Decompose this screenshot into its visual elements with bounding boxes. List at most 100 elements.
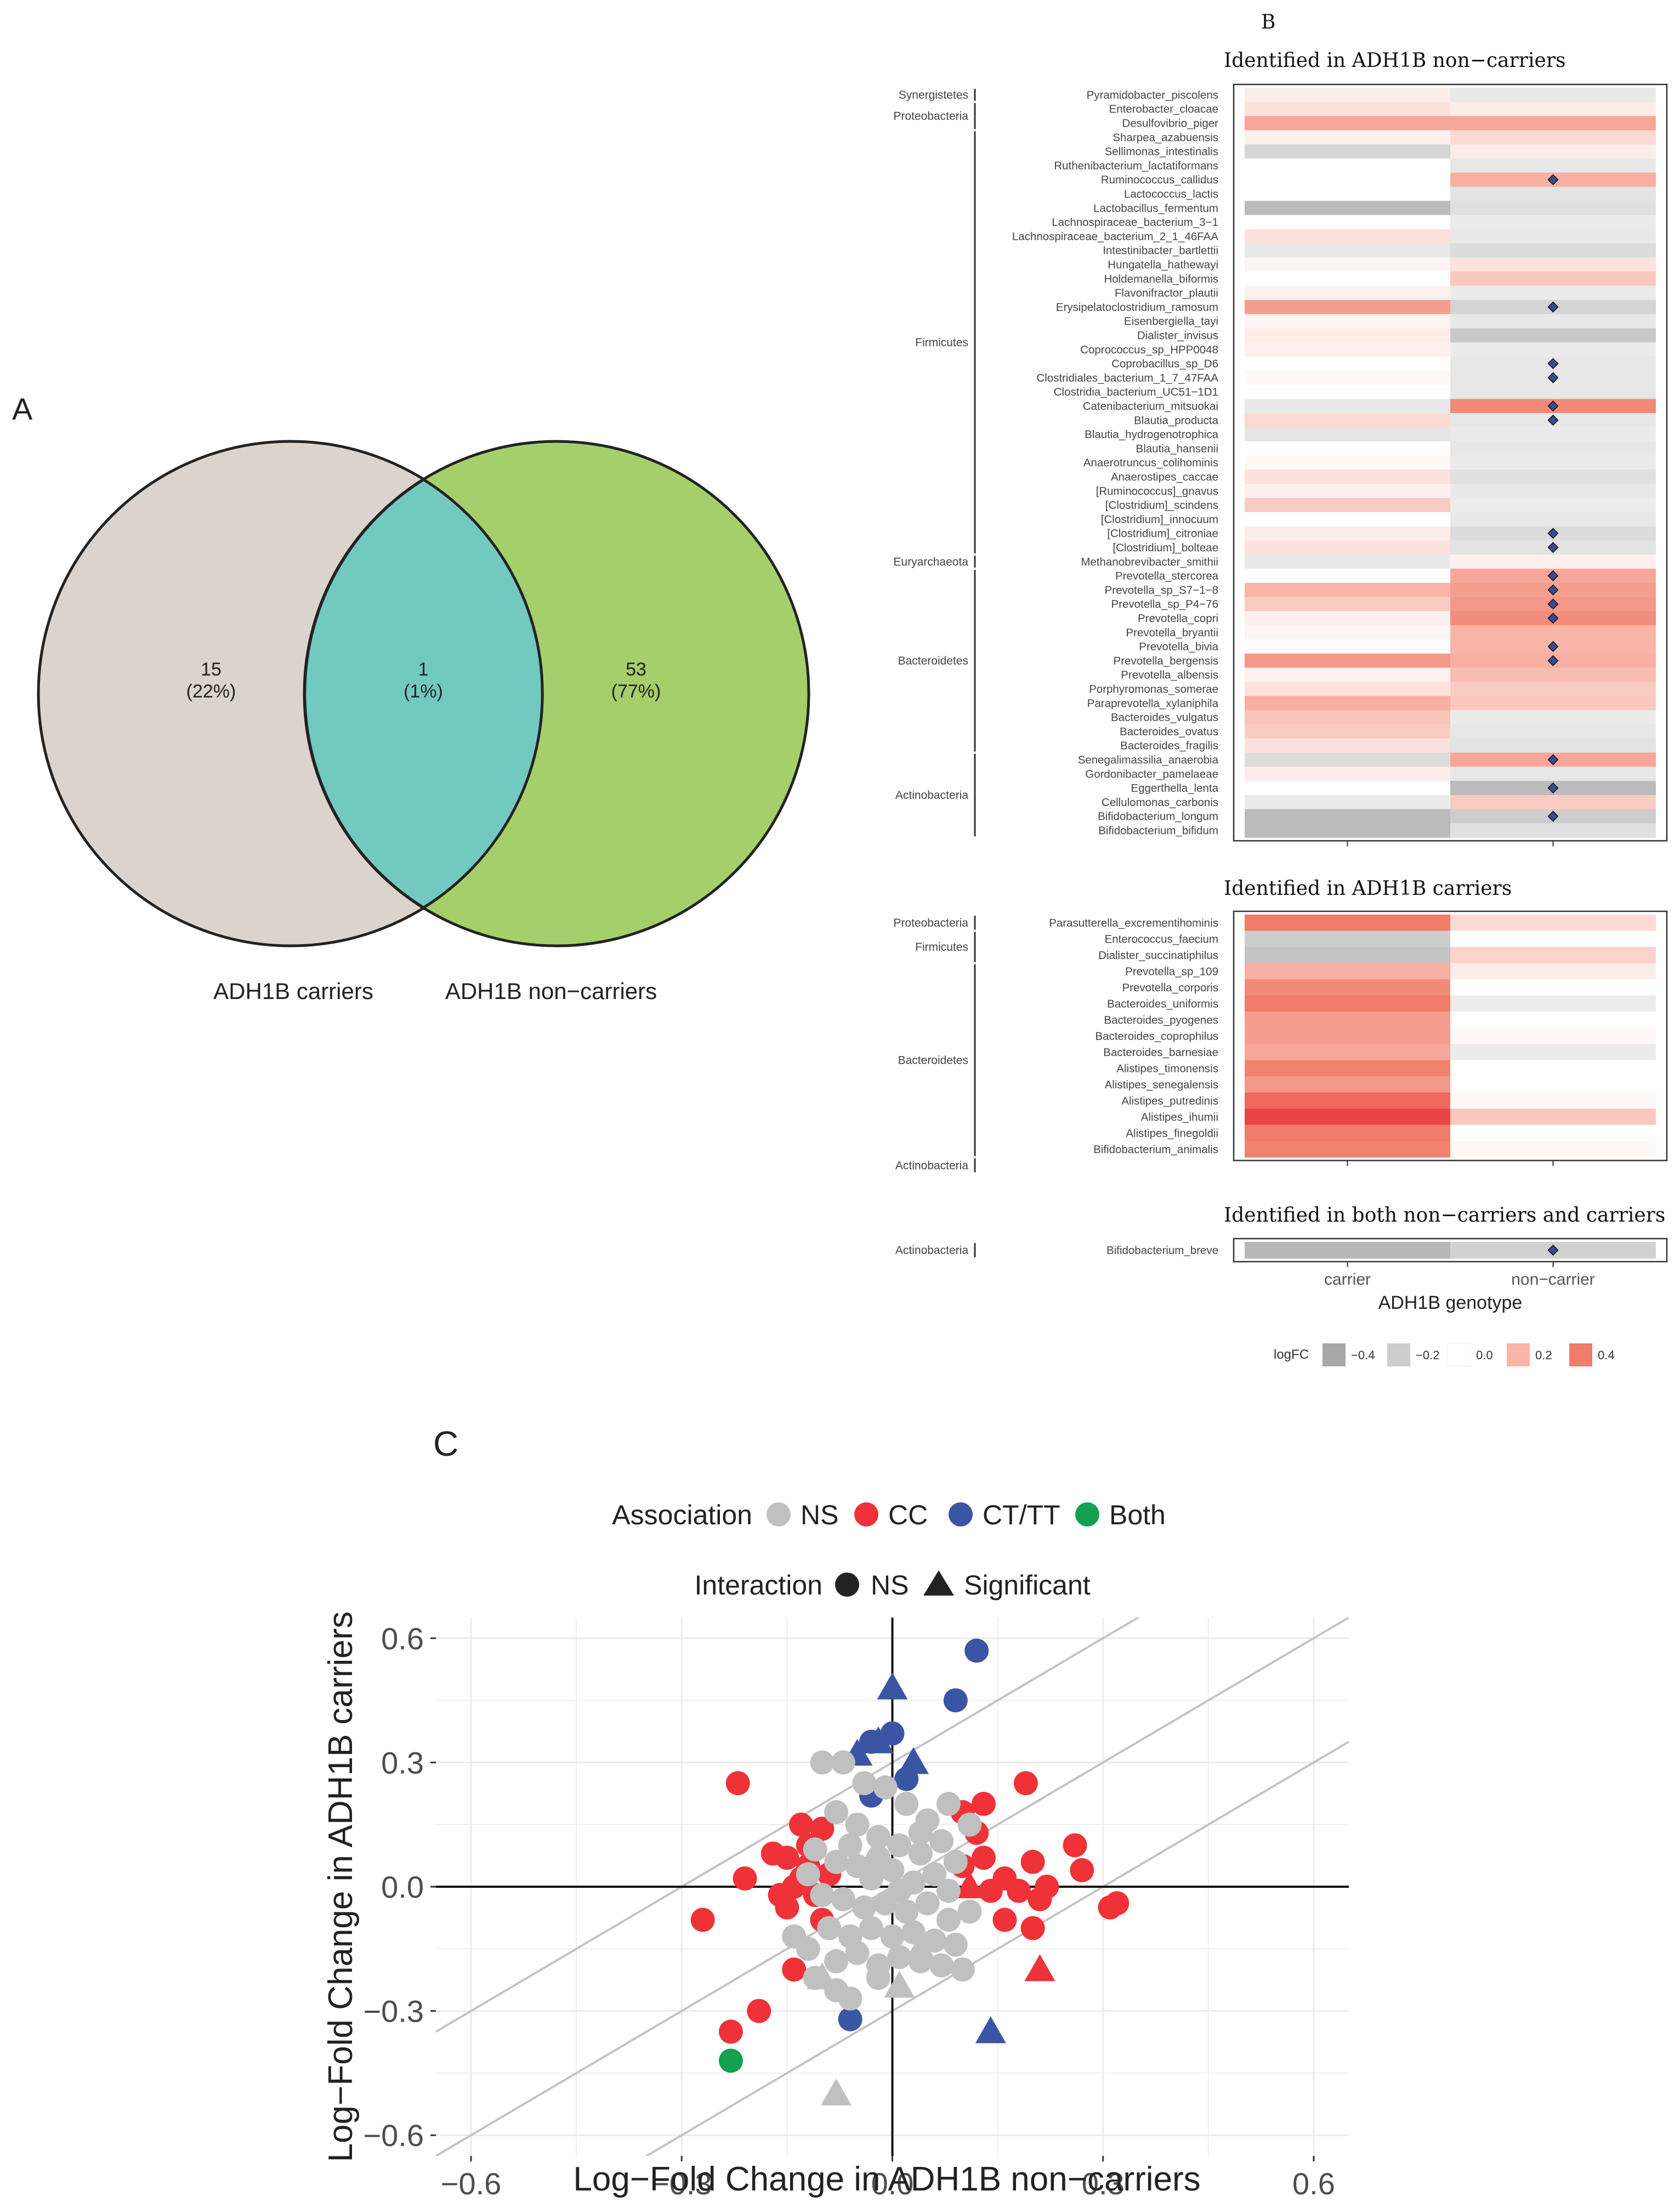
significance-diamond-icon [1547,810,1559,822]
heatmap-cell-carrier [1245,286,1450,300]
significance-diamond-icon [1547,372,1559,383]
heatmap-cell-noncarrier [1450,1012,1656,1028]
legend-title: logFC [1274,1347,1309,1362]
point-circle-cc [789,1812,813,1837]
heatmap-cell-noncarrier [1450,215,1656,230]
heatmap-panel-title: Identified in both non−carriers and carr… [1224,1204,1665,1227]
row-label-lachnospiraceae-bacterium-2-1-46faa: Lachnospiraceae_bacterium_2_1_46FAA [1012,230,1218,243]
legend-tick-4: 0.4 [1598,1348,1615,1362]
point-circle-ns [887,1945,912,1970]
heatmap-cell-noncarrier [1450,1028,1656,1045]
point-circle-ns [824,1949,849,1973]
legend-swatch-ns [767,1502,791,1526]
point-circle-ns [936,1791,961,1816]
row-label-blautia-hydrogenotrophica: Blautia_hydrogenotrophica [1085,428,1218,441]
point-circle-ns [831,1887,855,1911]
row-label-eisenbergiella-tayi: Eisenbergiella_tayi [1124,315,1218,328]
row-label-porphyromonas-somerae: Porphyromonas_somerae [1089,683,1218,696]
x-tick-label: 0.0 [871,2166,914,2199]
row-label-alistipes-timonensis: Alistipes_timonensis [1116,1062,1218,1075]
heatmap-cell-carrier [1245,654,1450,668]
row-label-eggerthella-lenta: Eggerthella_lenta [1131,782,1218,794]
heatmap-cell-noncarrier [1450,1060,1656,1077]
row-label-paraprevotella-xylaniphila: Paraprevotella_xylaniphila [1087,697,1219,710]
venn-diagram: A 15 (22%) 1 (1%) 53 (77%) ADH1B carrier… [12,391,810,1004]
legend-tick-2: 0.0 [1476,1348,1493,1362]
heatmap-cell-carrier [1245,823,1450,838]
heatmap-panel-border [1233,910,1668,1161]
heatmap-cell-carrier [1245,1028,1450,1045]
x-tick-label: 0.3 [1082,2166,1125,2199]
venn-carriers-label: ADH1B carriers [213,978,373,1004]
point-circle-ns [915,1891,940,1916]
point-circle-cc [972,1791,996,1816]
significance-diamond-icon [1547,612,1559,624]
heatmap-cell-carrier [1245,328,1450,343]
point-circle-ns [887,1833,912,1858]
row-label-dialister-succinatiphilus: Dialister_succinatiphilus [1098,949,1218,962]
legend-label-both: Both [1109,1500,1166,1530]
heatmap-cell-carrier [1245,1109,1450,1125]
row-label-anaerostipes-caccae: Anaerostipes_caccae [1111,471,1218,484]
point-circle-cc [768,1883,792,1908]
point-circle-ct-tt [838,2007,862,2031]
point-circle-ns [838,1833,862,1858]
heatmap-cell-carrier [1245,498,1450,513]
heatmap-cell-carrier [1245,979,1450,996]
venn-carriers-count: 15 [201,659,222,680]
heatmap-cell-carrier [1245,101,1450,117]
row-label-enterobacter-cloacae: Enterobacter_cloacae [1109,103,1218,116]
row-label-alistipes-senegalensis: Alistipes_senegalensis [1105,1079,1218,1091]
heatmap-cell-carrier [1245,144,1450,159]
heatmap-cell-carrier [1245,1141,1450,1157]
point-circle-ns [908,1841,933,1866]
heatmap-cell-carrier [1245,597,1450,612]
phylum-label-proteobacteria: Proteobacteria [893,110,968,123]
heatmap-cell-carrier [1245,947,1450,963]
heatmap-cell-noncarrier [1450,314,1656,329]
row-label-lactococcus-lactis: Lactococcus_lactis [1124,188,1218,201]
heatmap-cell-carrier [1245,1012,1450,1028]
phylum-label-actinobacteria: Actinobacteria [895,1159,968,1172]
point-circle-cc [972,1846,996,1870]
phylum-label-bacteroidetes: Bacteroidetes [898,1054,968,1067]
point-circle-cc [1070,1858,1094,1882]
point-circle-cc [1020,1849,1045,1874]
row-label-ruminococcus-callidus: Ruminococcus_callidus [1101,174,1218,186]
legend-association-title: Association [612,1500,752,1530]
heatmap-cell-carrier [1245,243,1450,258]
row-label-alistipes-finegoldii: Alistipes_finegoldii [1126,1127,1218,1139]
x-tick-label: −0.6 [441,2166,502,2199]
heatmap-cell-noncarrier [1450,823,1656,838]
data-points [690,1638,1130,2105]
heatmap-cell-noncarrier [1450,963,1656,980]
point-triangle-ns [821,2078,852,2105]
heatmap-cell-carrier [1245,512,1450,527]
legend-label-cc: CC [888,1500,928,1530]
heatmap-cell-noncarrier [1450,930,1656,947]
row-label-clostridium-innocuum: [Clostridium]_innocuum [1101,513,1218,526]
heatmap-cell-noncarrier [1450,271,1656,286]
heatmap-cell-noncarrier [1450,625,1656,640]
heatmap-cell-noncarrier [1450,1109,1656,1125]
point-circle-ns [880,1924,905,1949]
point-circle-ns [957,1899,982,1924]
phylum-label-proteobacteria: Proteobacteria [893,917,968,929]
heatmap-cell-noncarrier [1450,229,1656,244]
heatmap-cell-noncarrier [1450,116,1656,130]
row-label-ruminococcus-gnavus: [Ruminococcus]_gnavus [1096,485,1218,497]
heatmap-cell-carrier [1245,710,1450,725]
phylum-label-firmicutes: Firmicutes [915,336,968,349]
heatmap-cell-carrier [1245,724,1450,739]
heatmap-panel-title: Identified in ADH1B non−carriers [1224,49,1566,72]
venn-intersection [303,478,544,910]
heatmap-cell-noncarrier [1450,1044,1656,1060]
heatmap-cell-noncarrier [1450,441,1656,456]
heatmap-cell-carrier [1245,540,1450,555]
y-tick-label: −0.6 [363,2118,424,2153]
point-circle-cc [747,1999,771,2023]
point-circle-cc [718,2019,743,2044]
heatmap-cell-noncarrier [1450,498,1656,513]
heatmap-panel-title: Identified in ADH1B carriers [1224,877,1512,900]
legend-swatch-ct-tt [949,1502,973,1526]
